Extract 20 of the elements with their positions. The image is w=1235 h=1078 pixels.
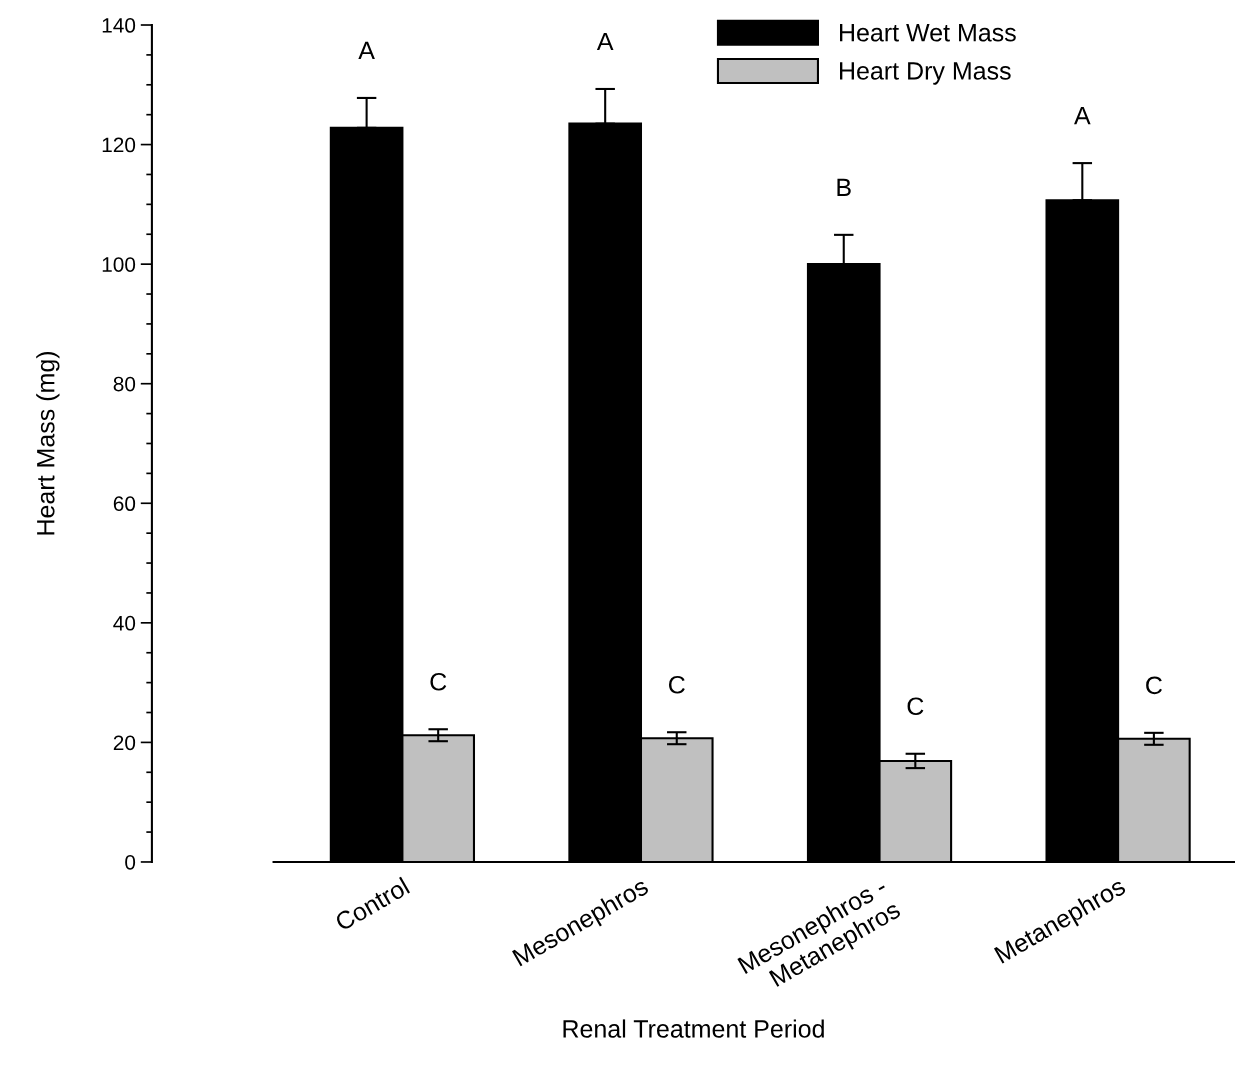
y-tick-label: 80 xyxy=(113,376,136,392)
annotation: C xyxy=(668,675,685,694)
y-tick-label: 140 xyxy=(102,18,136,33)
annotation: B xyxy=(837,178,851,196)
legend-label: Heart Dry Mass xyxy=(840,62,1011,85)
y-tick-label: 60 xyxy=(113,496,136,512)
annotation: C xyxy=(907,697,924,716)
annotation: A xyxy=(1074,107,1091,125)
annotation: C xyxy=(1146,676,1162,695)
y-tick-label: 100 xyxy=(102,257,136,272)
y-tick-label: 120 xyxy=(102,137,136,153)
annotation: A xyxy=(596,32,614,51)
annotation: A xyxy=(358,41,375,60)
legend-label: Heart Wet Mass xyxy=(840,24,1016,42)
annotation: C xyxy=(430,672,447,691)
x-axis-title: Renal Treatment Period xyxy=(563,1019,824,1038)
y-tick-label: 40 xyxy=(113,615,136,631)
y-tick-label: 0 xyxy=(125,854,136,870)
y-axis-title: Heart Mass (mg) xyxy=(36,351,60,535)
y-tick-label: 20 xyxy=(113,735,136,751)
